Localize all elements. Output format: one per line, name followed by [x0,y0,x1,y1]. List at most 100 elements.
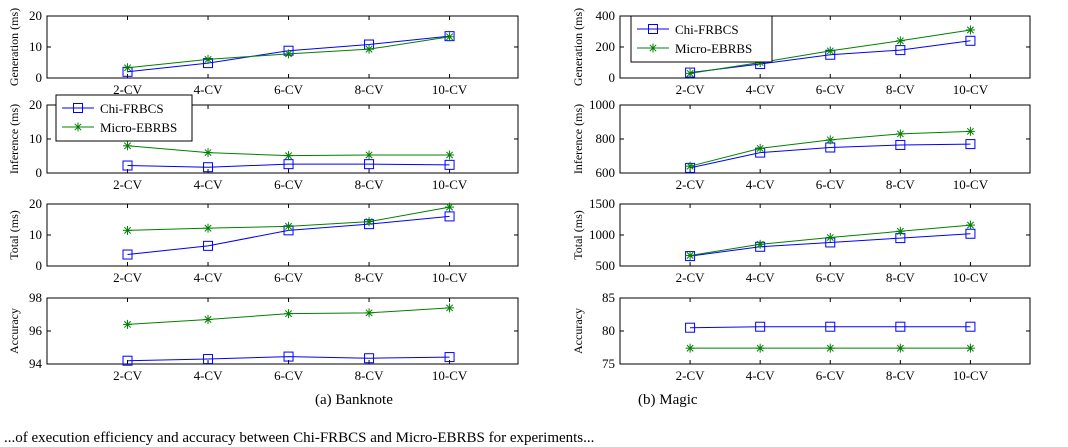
marker-stroke [285,310,293,318]
y-tick-label: 96 [29,323,43,338]
x-tick-label: 10-CV [432,270,468,285]
marker-stroke [365,151,373,159]
x-tick-label: 8-CV [355,270,385,285]
y-tick-label: 10 [29,131,42,146]
data-point-micro [364,150,374,160]
x-tick-label: 2-CV [676,82,706,97]
data-point-micro [755,239,765,249]
y-tick-label: 0 [609,70,616,85]
data-point-micro [895,343,905,353]
marker-stroke [756,240,764,248]
plot-frame [46,203,519,267]
marker-stroke [285,50,293,58]
x-tick-label: 4-CV [746,270,776,285]
plot-banknote-2: 0 10 20 2-CV 4-CV 6-CV 8-CV 10-CV Total (ms) [7,196,519,285]
data-point-chi [122,249,133,260]
series-line-chi [127,356,450,362]
marker-stroke [285,152,293,160]
y-tick-label: 80 [602,323,615,338]
legend-label-chi: Chi-FRBCS [100,101,164,116]
marker-stroke [896,344,904,352]
data-point-chi [203,240,214,251]
marker-stroke [896,37,904,45]
data-point-micro [965,126,975,136]
legend-marker-micro [648,43,658,53]
data-point-chi [755,321,766,332]
data-point-micro [203,148,213,158]
x-tick-label: 4-CV [746,177,776,192]
legend-label-micro: Micro-EBRBS [100,120,177,135]
y-tick-label: 85 [602,290,615,305]
plot-frame [619,203,1031,267]
legend-box [630,15,773,63]
y-tick-label: 0 [36,258,43,273]
data-point-chi [444,159,455,170]
marker-stroke [896,130,904,138]
marker-stroke [74,123,82,131]
y-tick-label: 0 [36,70,43,85]
y-axis-label: Accuracy [571,308,585,354]
x-tick-label: 2-CV [113,368,143,383]
data-point-chi [825,321,836,332]
series-line-chi [690,233,971,257]
x-tick-label: 6-CV [274,82,304,97]
x-tick-label: 8-CV [355,82,385,97]
data-point-micro [445,202,455,212]
marker-stroke [123,226,132,234]
data-point-micro [284,151,294,161]
x-tick-label: 6-CV [274,177,304,192]
data-point-micro [203,54,213,64]
data-point-micro [123,63,133,73]
series-line-chi [127,163,450,168]
data-point-micro [123,141,133,151]
figure-caption-text: ...of execution efficiency and accuracy … [4,430,595,446]
marker-stroke [826,47,834,55]
marker-stroke [826,136,834,144]
x-tick-label: 2-CV [113,270,143,285]
x-tick-label: 8-CV [886,270,916,285]
y-tick-label: 20 [29,8,42,23]
marker-stroke [204,315,212,323]
marker-stroke [204,55,212,63]
data-point-micro [895,129,905,139]
data-point-chi [965,139,976,150]
marker-stroke [966,344,974,352]
legend-box [55,94,193,142]
x-tick-label: 10-CV [953,177,989,192]
y-axis-label: Generation (ms) [7,8,21,86]
data-point-micro [284,49,294,59]
x-tick-label: 2-CV [113,82,143,97]
legend-marker-chi [648,24,658,34]
marker-stroke [826,344,834,352]
marker-stroke [649,44,657,52]
plot-magic-2: 500 1000 1500 2-CV 4-CV 6-CV 8-CV 10-CV Total (m… [571,196,1031,285]
data-point-chi [444,211,455,222]
caption-magic: (b) Magic [638,392,698,408]
data-point-micro [755,343,765,353]
x-tick-label: 10-CV [953,270,989,285]
data-point-micro [825,343,835,353]
data-point-micro [203,314,213,324]
y-tick-label: 20 [29,196,42,211]
marker-stroke [966,221,974,229]
x-tick-label: 6-CV [816,82,846,97]
plot-frame [619,297,1031,365]
marker-stroke [365,218,373,226]
data-point-micro [284,309,294,319]
y-tick-label: 800 [596,131,616,146]
x-tick-label: 4-CV [746,82,776,97]
marker-stroke [686,162,694,170]
data-point-micro [445,150,455,160]
y-axis-label: Generation (ms) [571,8,585,86]
y-axis-label: Total (ms) [7,210,21,259]
x-tick-label: 8-CV [886,177,916,192]
marker-stroke [446,203,454,211]
x-tick-label: 6-CV [816,368,846,383]
series-line-chi [689,143,971,169]
x-tick-label: 10-CV [953,82,989,97]
data-point-micro [364,217,374,227]
data-point-micro [965,220,975,230]
plot-banknote-3: 94 96 98 2-CV 4-CV 6-CV 8-CV 10-CV Accuracy [7,290,519,383]
marker-stroke [966,127,974,135]
